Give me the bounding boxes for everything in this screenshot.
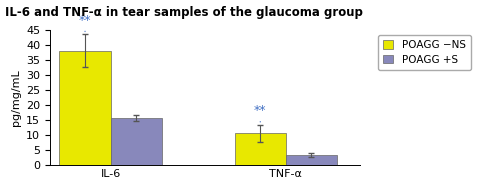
Bar [110,118,162,165]
Y-axis label: pg/mg/mL: pg/mg/mL [10,69,20,126]
Bar [60,51,110,165]
Bar [286,155,337,165]
Bar [234,133,286,165]
Legend: POAGG −NS, POAGG +S: POAGG −NS, POAGG +S [378,35,471,70]
Text: IL-6 and TNF-α in tear samples of the glaucoma group: IL-6 and TNF-α in tear samples of the gl… [5,6,363,19]
Text: **: ** [79,14,92,27]
Text: **: ** [254,104,266,117]
